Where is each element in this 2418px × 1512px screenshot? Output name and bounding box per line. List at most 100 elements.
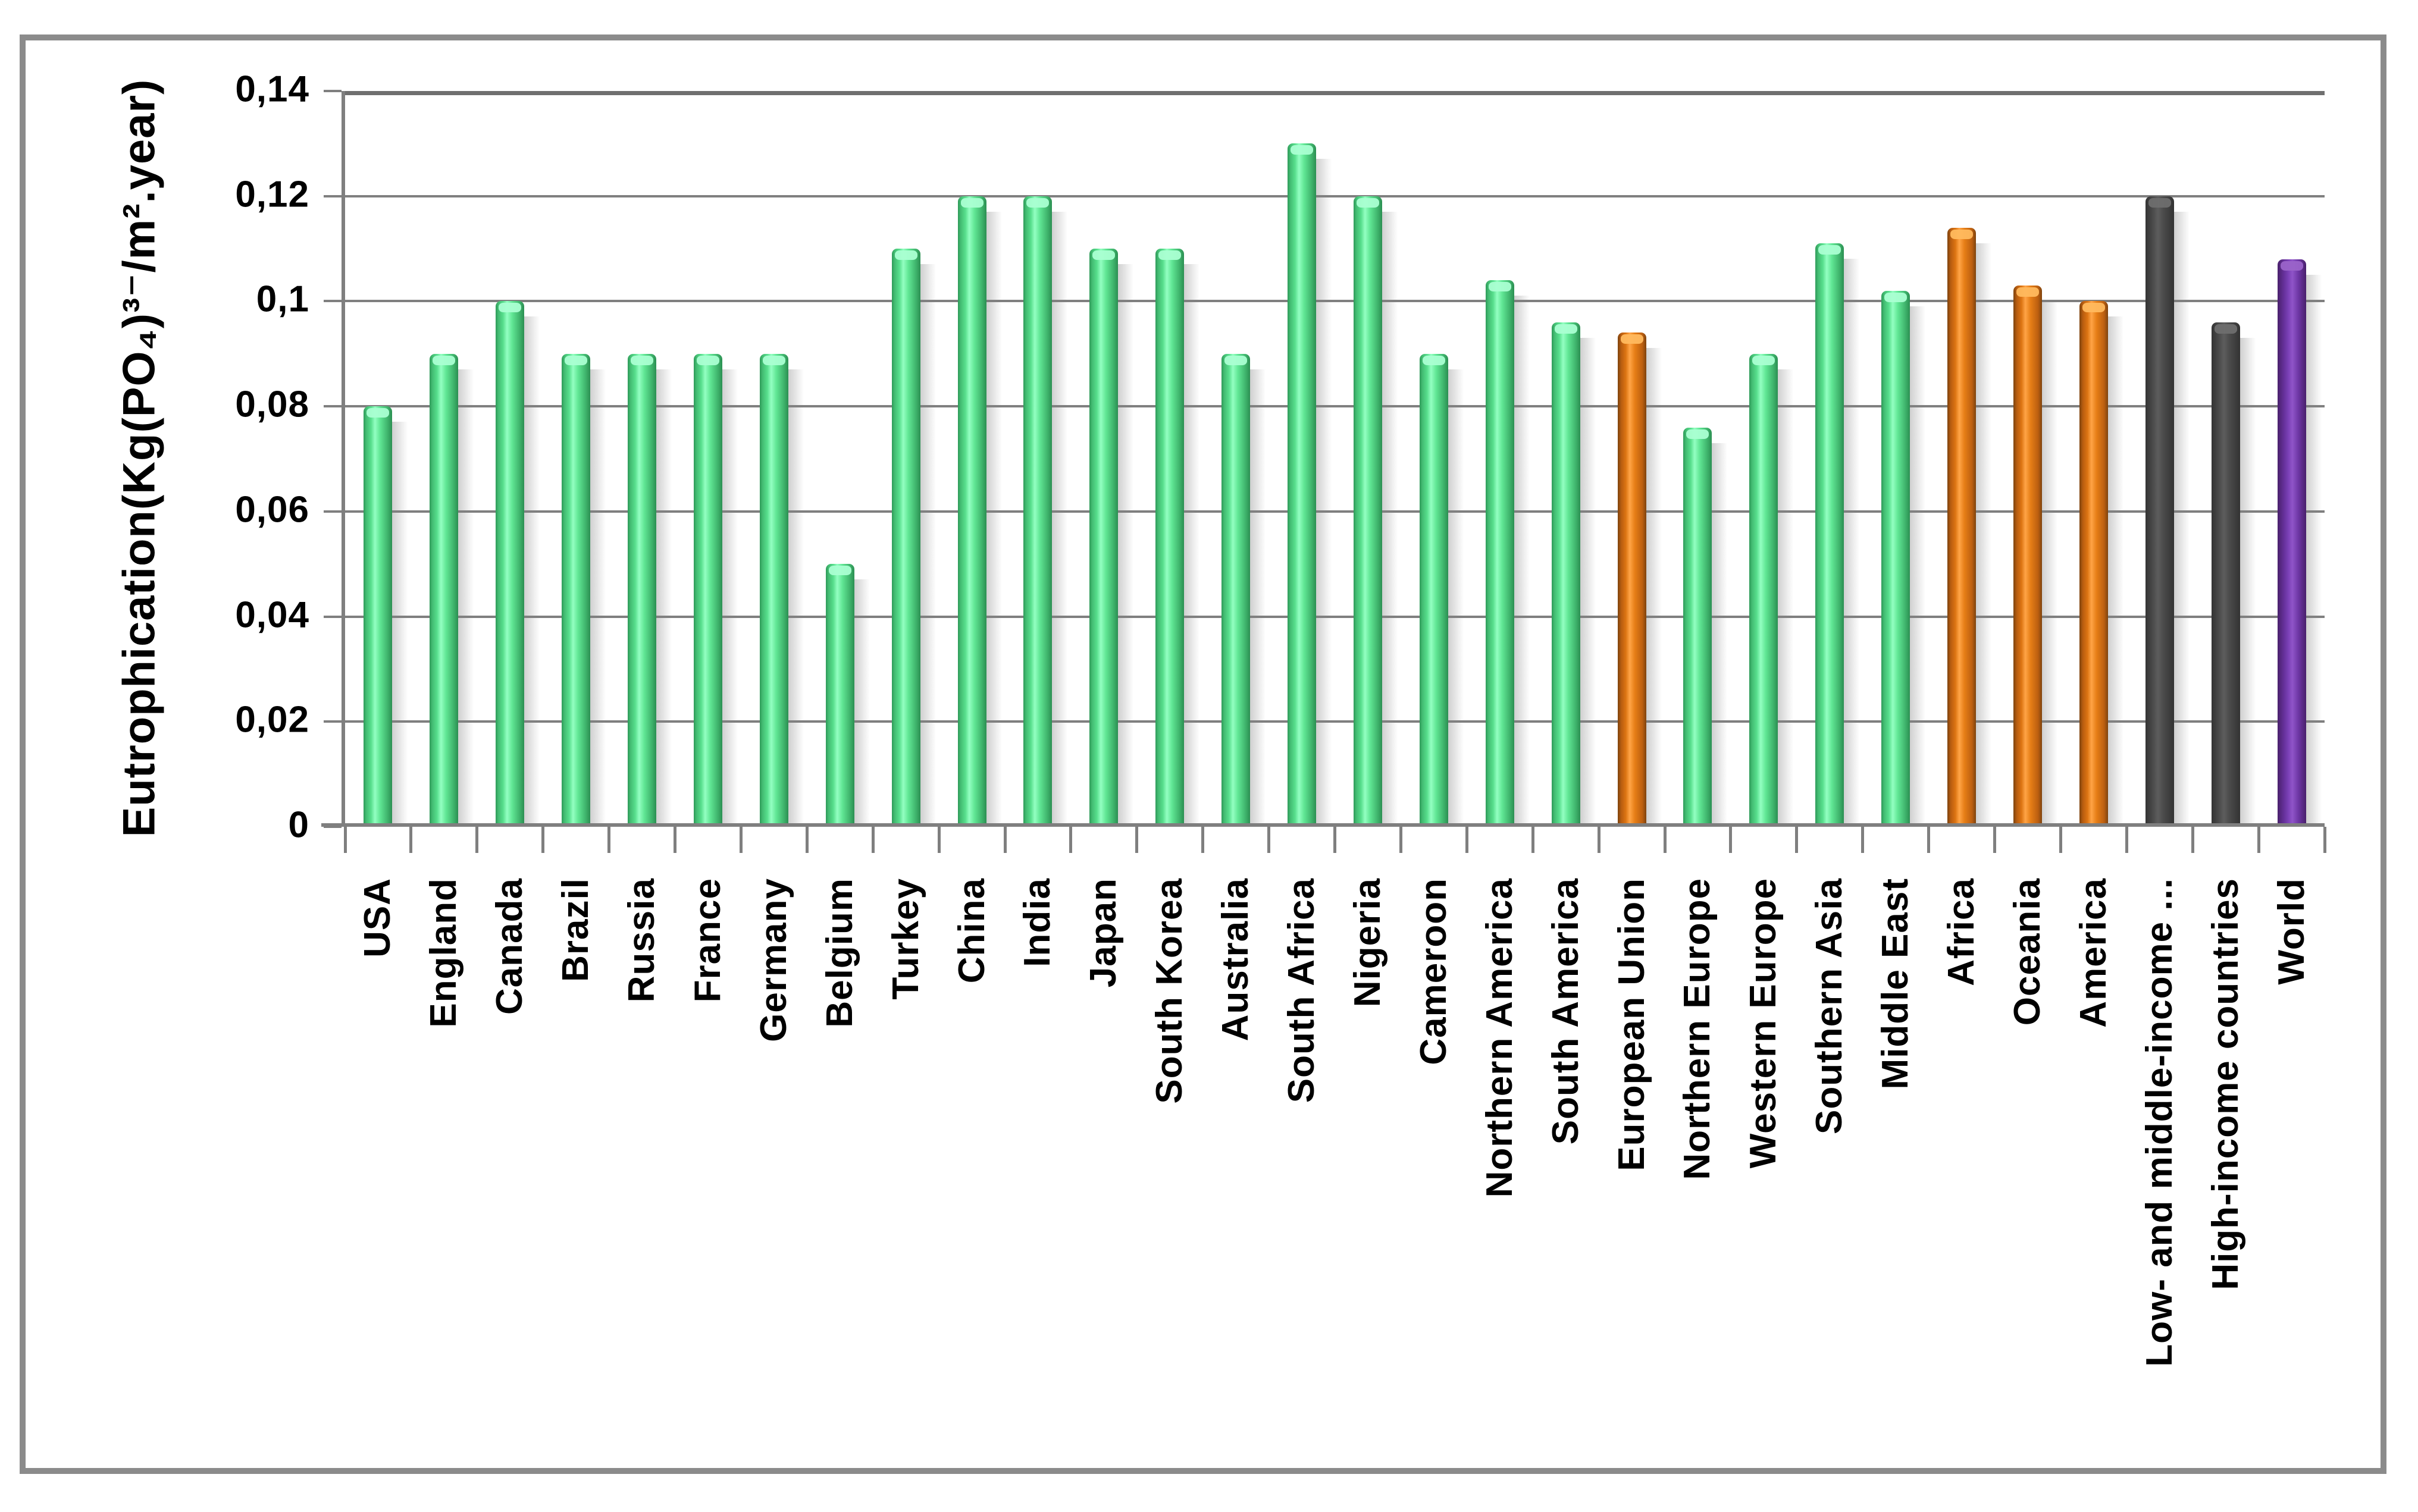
x-label-south-africa: South Africa <box>1281 878 1323 1103</box>
y-axis-tick <box>324 510 342 513</box>
y-tick-label-0: 0 <box>288 804 309 846</box>
y-tick-label-0-1: 0,1 <box>256 279 309 321</box>
x-axis-tick <box>674 827 676 853</box>
x-axis-tick <box>1465 827 1468 853</box>
bar-south-america <box>1551 322 1596 827</box>
bar-high-income-countries <box>2211 322 2256 827</box>
y-tick-label-0-02: 0,02 <box>235 699 309 741</box>
x-label-france: France <box>687 878 728 1003</box>
y-tick-label-0-12: 0,12 <box>235 174 309 215</box>
x-label-canada: Canada <box>489 878 531 1015</box>
y-tick-label-0-14: 0,14 <box>235 68 309 110</box>
x-axis-tick <box>1201 827 1205 853</box>
gridline <box>345 405 2325 408</box>
x-axis-tick <box>1267 827 1271 853</box>
x-label-northern-europe: Northern Europe <box>1677 878 1718 1180</box>
y-axis-tick <box>324 826 342 828</box>
y-axis-tick <box>324 720 342 723</box>
bar-brazil <box>562 353 606 827</box>
y-axis-tick <box>324 195 342 197</box>
bar-south-africa <box>1288 143 1332 827</box>
x-label-australia: Australia <box>1215 878 1257 1042</box>
x-label-middle-east: Middle East <box>1875 878 1916 1090</box>
x-axis-tick <box>1333 827 1336 853</box>
x-axis-tick <box>871 827 875 853</box>
x-axis-line <box>321 823 2325 827</box>
bar-turkey <box>891 249 936 827</box>
bar-cameroon <box>1419 353 1464 827</box>
x-label-brazil: Brazil <box>555 878 597 982</box>
bar-japan <box>1089 249 1134 827</box>
x-label-oceania: Oceania <box>2006 878 2048 1026</box>
x-label-cameroon: Cameroon <box>1412 878 1454 1065</box>
chart-frame <box>20 34 2386 1474</box>
x-label-germany: Germany <box>753 878 794 1042</box>
bar-england <box>430 353 474 827</box>
x-axis-tick <box>1927 827 1931 853</box>
x-label-japan: Japan <box>1083 878 1125 988</box>
x-axis-tick <box>805 827 809 853</box>
y-axis-line <box>342 91 345 827</box>
x-label-india: India <box>1017 878 1058 967</box>
bar-nigeria <box>1353 196 1398 827</box>
x-axis-tick <box>1003 827 1007 853</box>
y-tick-label-0-08: 0,08 <box>235 384 309 425</box>
x-axis-tick <box>2323 827 2326 853</box>
y-tick-label-0-06: 0,06 <box>235 489 309 531</box>
x-axis-tick <box>1135 827 1139 853</box>
x-axis-tick <box>541 827 545 853</box>
x-axis-tick <box>343 827 347 853</box>
x-axis-tick <box>1663 827 1667 853</box>
x-label-england: England <box>423 878 465 1028</box>
x-axis-tick <box>2191 827 2194 853</box>
bar-middle-east <box>1881 290 1926 827</box>
x-axis-tick <box>1531 827 1534 853</box>
x-label-western-europe: Western Europe <box>1743 878 1784 1169</box>
x-label-european-union: European Union <box>1611 878 1652 1171</box>
bar-northern-america <box>1485 280 1530 827</box>
y-axis-tick <box>324 405 342 408</box>
gridline <box>345 195 2325 197</box>
x-axis-tick <box>937 827 941 853</box>
bar-france <box>693 353 738 827</box>
x-label-russia: Russia <box>621 878 663 1003</box>
gridline <box>345 510 2325 513</box>
x-label-africa: Africa <box>1941 878 1982 986</box>
x-axis-tick <box>475 827 479 853</box>
x-axis-tick <box>1399 827 1402 853</box>
x-axis-tick <box>409 827 413 853</box>
bar-southern-asia <box>1815 243 1860 827</box>
bar-india <box>1023 196 1068 827</box>
bar-china <box>957 196 1002 827</box>
y-axis-tick <box>324 615 342 618</box>
x-label-america: America <box>2072 878 2114 1028</box>
bar-belgium <box>825 564 870 827</box>
bar-australia <box>1221 353 1266 827</box>
bar-low-and-middle-income <box>2145 196 2190 827</box>
y-axis-tick <box>324 90 342 92</box>
gridline <box>345 300 2325 303</box>
x-axis-tick <box>2125 827 2128 853</box>
bar-northern-europe <box>1683 427 1728 827</box>
bar-africa <box>1947 227 1992 827</box>
bar-south-korea <box>1155 249 1200 827</box>
bar-russia <box>628 353 672 827</box>
x-axis-tick <box>2059 827 2062 853</box>
x-label-china: China <box>951 878 992 984</box>
y-tick-label-0-04: 0,04 <box>235 594 309 636</box>
x-axis-tick <box>739 827 743 853</box>
x-axis-tick <box>1069 827 1073 853</box>
x-label-south-america: South America <box>1545 878 1586 1145</box>
bar-germany <box>759 353 804 827</box>
bar-european-union <box>1617 332 1662 827</box>
x-axis-tick <box>607 827 611 853</box>
x-label-south-korea: South Korea <box>1149 878 1191 1104</box>
bar-canada <box>496 301 540 827</box>
x-label-northern-america: Northern America <box>1479 878 1520 1198</box>
y-axis-tick <box>324 300 342 303</box>
x-label-nigeria: Nigeria <box>1346 878 1388 1008</box>
gridline <box>345 615 2325 618</box>
bar-oceania <box>2013 285 2057 827</box>
